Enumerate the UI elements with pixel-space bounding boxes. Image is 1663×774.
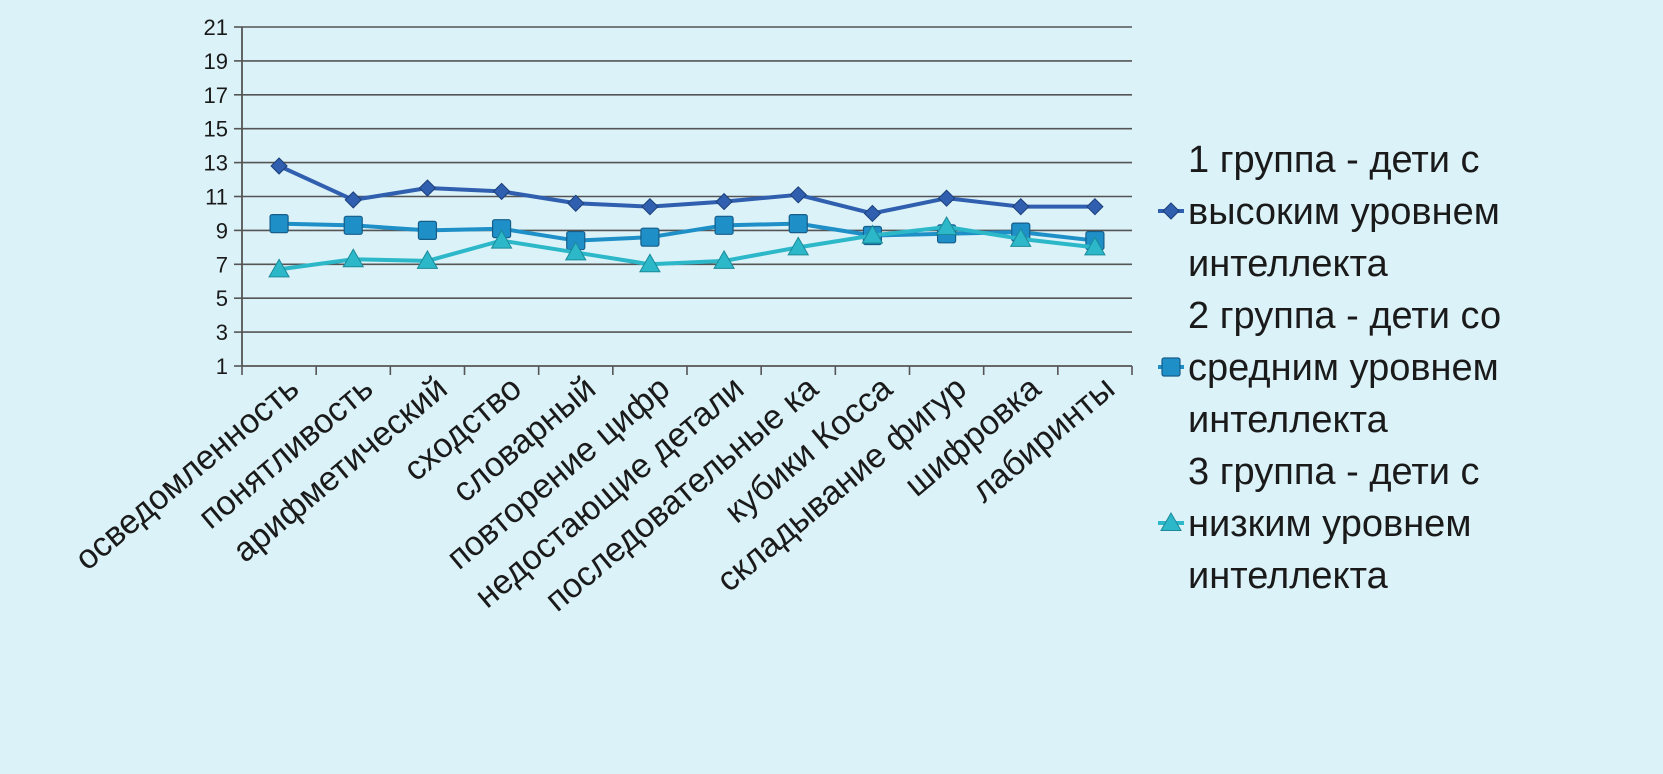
y-tick-label: 9 [216, 218, 228, 243]
data-point [269, 214, 289, 234]
legend-label: 1 группа - дети с [1188, 139, 1480, 181]
data-point [937, 189, 956, 207]
data-point [1162, 202, 1180, 220]
series-line [278, 225, 1096, 272]
y-tick-label: 15 [204, 117, 228, 142]
data-point [861, 224, 884, 244]
data-point [789, 186, 807, 204]
data-point [270, 157, 288, 175]
data-point [564, 241, 587, 261]
data-point [1161, 357, 1181, 377]
data-point [640, 227, 660, 247]
data-point [788, 214, 808, 234]
y-tick-label: 17 [204, 83, 228, 108]
series-line [278, 164, 1095, 216]
legend: 1 группа - дети с высоким уровнем интеллек… [1158, 139, 1501, 597]
x-tick-labels: осведомленностьпонятливостьарифметически… [68, 369, 1122, 619]
y-tick-label: 11 [205, 185, 228, 210]
data-point [713, 249, 735, 269]
legend-label: высоким уровнем [1188, 191, 1500, 233]
data-point [416, 249, 439, 269]
data-point [863, 204, 882, 223]
series-lines [268, 157, 1106, 278]
data-point [417, 220, 438, 240]
data-point [715, 192, 733, 211]
legend-label: средним уровнем [1188, 347, 1499, 389]
series-group [268, 216, 1106, 278]
y-tick-label: 19 [204, 49, 228, 74]
data-point [935, 216, 958, 236]
legend-entry: 3 группа - дети с низким уровнем интеллект… [1158, 451, 1480, 597]
data-point [1086, 197, 1104, 216]
axes [234, 26, 1133, 375]
data-point [268, 258, 290, 278]
series-line [279, 221, 1096, 243]
data-point [1160, 511, 1182, 531]
y-tick-label: 7 [216, 252, 228, 277]
data-point [641, 197, 659, 216]
data-point [342, 248, 365, 268]
legend-label: низким уровнем [1188, 503, 1471, 545]
y-tick-label: 1 [216, 354, 228, 379]
data-point [343, 215, 363, 235]
data-point [492, 182, 511, 201]
data-point [418, 179, 437, 197]
legend-label: 2 группа - дети со [1188, 295, 1501, 337]
legend-label: интеллекта [1188, 555, 1389, 597]
legend-entry: 1 группа - дети с высоким уровнем интеллек… [1158, 139, 1500, 285]
data-point [714, 215, 734, 235]
gridlines [242, 26, 1132, 333]
data-point [787, 236, 810, 256]
legend-label: интеллекта [1188, 243, 1389, 285]
data-point [1009, 227, 1032, 247]
data-point [567, 194, 585, 212]
series-group [270, 157, 1104, 223]
y-tick-label: 21 [204, 15, 228, 40]
data-point [1012, 197, 1030, 216]
data-point [639, 253, 661, 273]
data-point [1084, 236, 1106, 256]
legend-entry: 2 группа - дети со средним уровнем интелле… [1158, 295, 1501, 441]
y-tick-label: 5 [216, 286, 228, 311]
y-tick-label: 13 [204, 151, 228, 176]
data-point [490, 229, 513, 249]
y-tick-label: 3 [216, 320, 228, 345]
legend-label: 3 группа - дети с [1188, 451, 1480, 493]
data-point [344, 191, 362, 209]
legend-label: интеллекта [1188, 399, 1389, 441]
